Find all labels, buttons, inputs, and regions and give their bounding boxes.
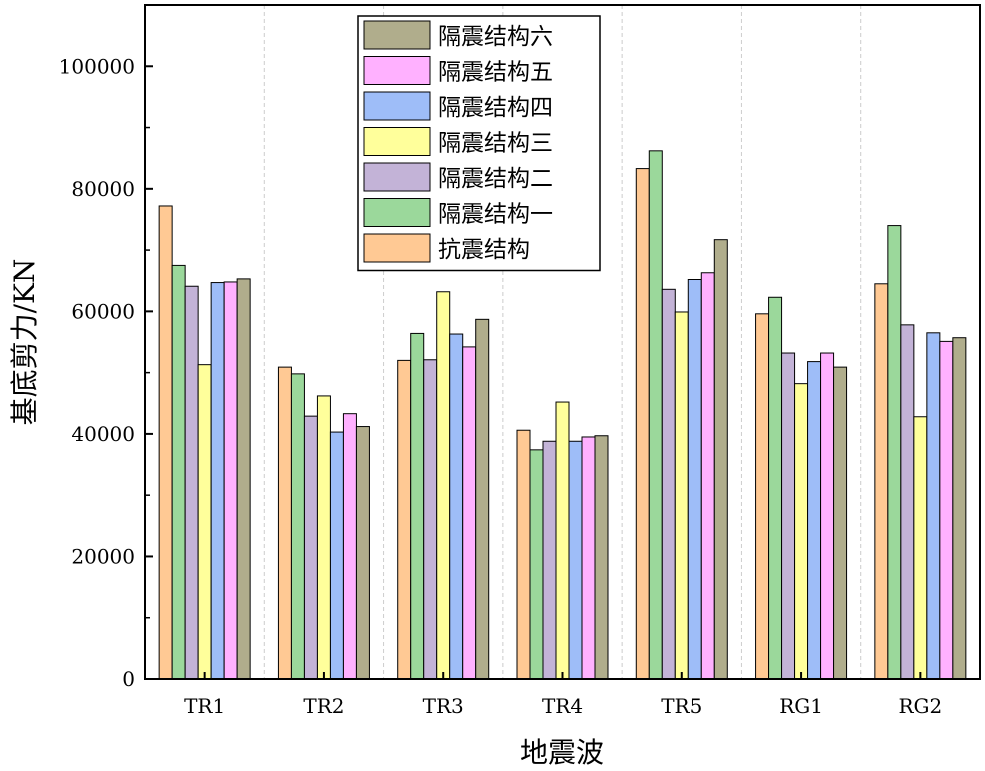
bar-tr2-series-7	[355, 426, 370, 680]
bar-rg1-series-1	[755, 313, 770, 680]
legend-label: 抗震结构	[438, 237, 530, 263]
bar-tr2-series-2	[290, 373, 305, 680]
x-axis: TR1 TR2 TR3 TR4 TR5 RG1 RG2	[184, 672, 942, 718]
legend-label: 隔震结构三	[438, 131, 553, 157]
x-tick-label-rg1: RG1	[779, 694, 823, 718]
bar-rg2-series-3	[900, 324, 915, 680]
legend-label: 隔震结构五	[438, 60, 553, 86]
legend-swatch	[363, 56, 431, 85]
bar-tr5-series-2	[648, 150, 663, 680]
y-tick-label: 100000	[59, 54, 135, 78]
bar-rg1-series-6	[820, 352, 835, 680]
bar-rg2-series-1	[874, 283, 889, 680]
bar-rg1-series-5	[807, 361, 822, 680]
legend-label: 隔震结构二	[438, 166, 553, 192]
bar-rg2-series-4	[913, 416, 928, 680]
bar-tr5-series-6	[700, 272, 715, 680]
bar-tr1-series-4	[197, 364, 212, 680]
bar-tr2-series-6	[342, 413, 357, 680]
bar-tr4-series-5	[568, 440, 583, 680]
bar-tr4-series-3	[542, 440, 557, 680]
bar-rg2-series-5	[926, 332, 941, 680]
bar-tr3-series-3	[423, 359, 438, 680]
legend-swatch	[363, 233, 431, 263]
y-tick-label: 80000	[71, 177, 135, 201]
legend-swatch	[363, 20, 431, 50]
bar-tr4-series-6	[581, 436, 596, 680]
legend-swatch	[363, 198, 431, 227]
y-tick-label: 60000	[71, 299, 135, 323]
bar-tr3-series-7	[475, 318, 490, 680]
bar-tr1-series-3	[184, 285, 199, 680]
legend-label: 隔震结构四	[438, 95, 553, 121]
bar-tr4-series-4	[555, 401, 570, 680]
bar-tr1-series-2	[171, 264, 186, 680]
legend-swatch	[363, 127, 431, 156]
legend-label: 隔震结构六	[438, 24, 553, 50]
x-tick-label-rg2: RG2	[898, 694, 942, 718]
bar-tr1-series-6	[223, 281, 238, 680]
bar-tr5-series-4	[674, 311, 689, 680]
bar-rg2-series-2	[887, 225, 902, 680]
legend-swatch	[363, 162, 431, 192]
x-tick-label-tr2: TR2	[303, 694, 344, 718]
bar-tr1-series-1	[158, 205, 173, 680]
x-tick-label-tr1: TR1	[184, 694, 225, 718]
bar-tr3-series-5	[449, 333, 464, 680]
bar-tr1-series-7	[236, 278, 251, 680]
bar-rg1-series-2	[768, 296, 783, 680]
x-tick-label-tr3: TR3	[423, 694, 464, 718]
bar-tr1-series-5	[210, 282, 225, 680]
y-tick-label: 20000	[71, 544, 135, 568]
bar-tr2-series-1	[277, 366, 292, 680]
x-tick-label-tr5: TR5	[661, 694, 702, 718]
bar-rg1-series-4	[794, 383, 809, 680]
x-axis-title: 地震波	[520, 736, 604, 769]
bar-tr4-series-7	[594, 435, 609, 680]
bar-rg1-series-7	[833, 366, 848, 680]
bar-rg2-series-7	[952, 337, 967, 680]
bar-rg1-series-3	[781, 352, 796, 680]
bar-tr3-series-1	[397, 359, 412, 680]
bar-tr5-series-1	[635, 168, 650, 680]
bar-tr5-series-3	[661, 288, 676, 680]
bar-tr3-series-4	[436, 291, 451, 680]
bar-tr5-series-7	[713, 239, 728, 680]
y-axis: 0 20000 40000 60000 80000 100000	[59, 54, 153, 691]
y-axis-title: 基底剪力/KN	[8, 259, 41, 426]
x-tick-label-tr4: TR4	[542, 694, 583, 718]
bar-tr4-series-1	[516, 429, 531, 680]
bar-tr3-series-2	[410, 332, 425, 680]
bar-tr2-series-4	[316, 395, 331, 680]
legend-label: 隔震结构一	[438, 202, 553, 228]
bar-tr2-series-5	[329, 431, 344, 680]
y-tick-label: 40000	[71, 422, 135, 446]
bar-tr5-series-5	[687, 279, 702, 680]
bar-tr4-series-2	[529, 449, 544, 680]
bar-tr2-series-3	[303, 415, 318, 680]
y-tick-label: 0	[122, 667, 135, 691]
legend-swatch	[363, 91, 431, 121]
bar-rg2-series-6	[939, 340, 954, 680]
bar-tr3-series-6	[462, 346, 477, 680]
